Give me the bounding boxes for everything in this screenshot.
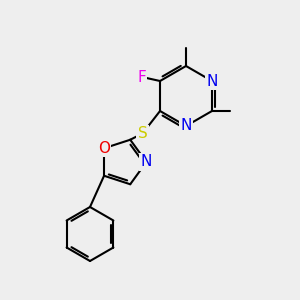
Text: N: N bbox=[180, 118, 192, 134]
Text: O: O bbox=[98, 141, 110, 156]
Text: N: N bbox=[206, 74, 218, 88]
Text: S: S bbox=[138, 126, 147, 141]
Text: F: F bbox=[137, 70, 146, 85]
Text: N: N bbox=[141, 154, 152, 169]
